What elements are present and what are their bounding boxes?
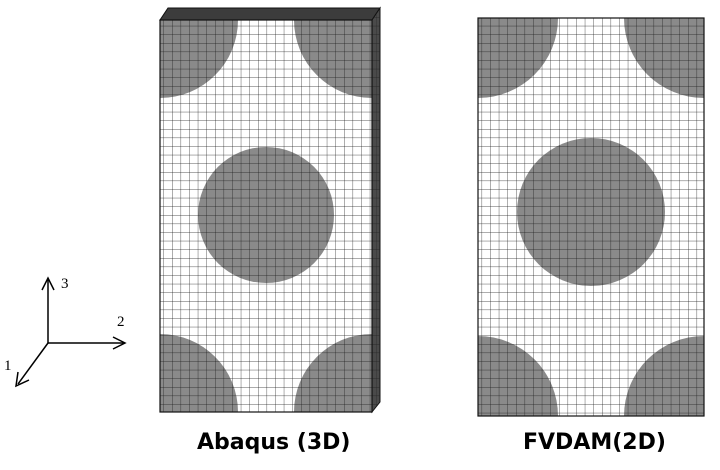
- axis-3-label: 3: [61, 276, 69, 292]
- fvdam-caption: FVDAM(2D): [523, 430, 666, 455]
- fvdam-2d-model: [398, 0, 720, 470]
- abaqus-3d-model: [82, 0, 450, 470]
- abaqus-caption: Abaqus (3D): [197, 430, 350, 455]
- axis-1-line: [18, 343, 48, 384]
- axis-1-label: 1: [4, 358, 12, 374]
- abaqus-top-face: [160, 8, 380, 20]
- axis-2-label: 2: [117, 314, 125, 330]
- coordinate-triad: [16, 278, 125, 386]
